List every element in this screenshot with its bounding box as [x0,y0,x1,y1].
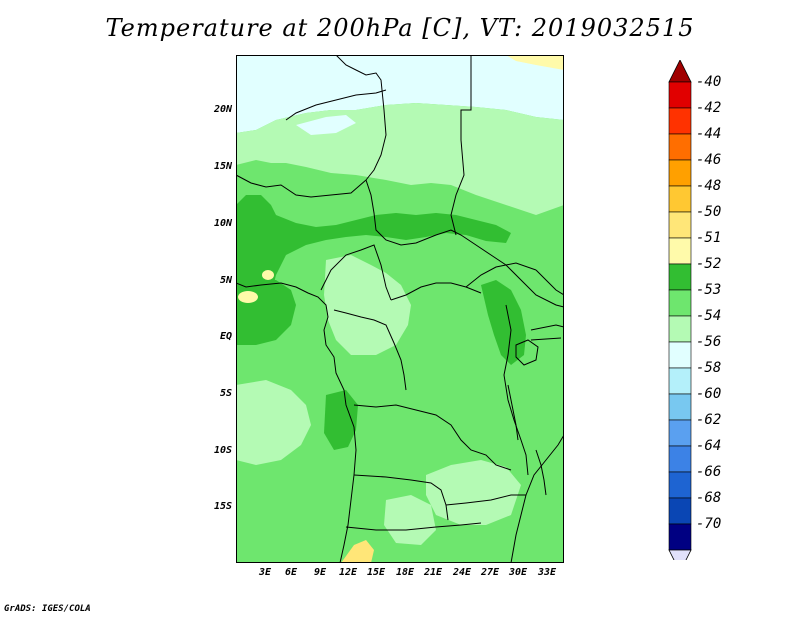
colorbar-tick-label: -66 [696,464,722,480]
lon-label-6e: 6E [284,567,298,578]
field-yellow-coast2 [262,270,274,280]
colorbar-top-arrow [668,60,692,83]
border-north-1 [335,55,387,181]
colorbar-tick-label: -50 [696,204,722,220]
colorbar-swatch [668,237,692,265]
colorbar-tick-label: -48 [696,178,722,194]
lake-victoria [515,339,539,366]
colorbar-swatch [668,133,692,161]
colorbar-swatch [668,107,692,135]
colorbar-swatch [668,471,692,499]
colorbar-tick-label: -52 [696,256,722,272]
colorbar-tick-label: -40 [696,74,722,90]
lake-malawi [535,449,547,496]
colorbar-tick-label: -64 [696,438,722,454]
field-yellow-ne [506,55,564,70]
field-darkgreen-angola [324,390,358,450]
colorbar-tick-label: -68 [696,490,722,506]
border-namibia [345,522,482,531]
colorbar-tick-label: -51 [696,230,722,246]
colorbar-tick-label: -44 [696,126,722,142]
field-cyan-patch [296,115,356,135]
colorbar-swatch [668,367,692,395]
border-north-4 [450,139,465,236]
boundaries [236,55,564,563]
border-drc-east [503,304,529,476]
colorbar-tick-label: -60 [696,386,722,402]
lon-label-3e: 3E [258,567,272,578]
colorbar [668,60,692,560]
lat-label-10n: 10N [213,218,232,229]
colorbar-swatch [668,289,692,317]
lon-label-18e: 18E [395,567,415,578]
field-cyan-north [236,55,564,133]
field-lightgreen-se [426,460,521,525]
field-yellow-coast [238,291,258,303]
lake-tanganyika [507,384,519,441]
colorbar-tick-label: -70 [696,516,722,532]
colorbar-tick-label: -56 [696,334,722,350]
credit-text: GrADS: IGES/COLA [4,604,91,614]
colorbar-tick-label: -53 [696,282,722,298]
border-drc-south [353,404,512,471]
colorbar-swatch [668,263,692,291]
border-north-2 [460,55,472,140]
colorbar-tick-label: -42 [696,100,722,116]
lat-label-5n: 5N [219,275,232,286]
border-east-box [530,324,564,341]
border-sudan-south [465,262,537,288]
lat-label-15n: 15N [213,161,232,172]
temperature-map [236,55,564,563]
colorbar-tick-label: -54 [696,308,722,324]
lat-label-10s: 10S [213,445,232,456]
colorbar-swatch [668,341,692,369]
map-title: Temperature at 200hPa [C], VT: 201903251… [105,14,695,42]
lat-label-eq: EQ [219,331,232,342]
border-north-3 [285,89,387,121]
border-cameroon [320,244,392,301]
lon-label-30e: 30E [508,567,528,578]
map-panel [236,55,564,563]
lon-label-15e: 15E [366,567,386,578]
lon-label-21e: 21E [423,567,443,578]
lon-label-24e: 24E [452,567,472,578]
colorbar-swatch [668,185,692,213]
field-darkgreen-east [481,280,526,365]
field-darkgreen-10n [236,195,511,340]
border-chad [365,179,564,308]
west-coastline [236,282,357,563]
field-yellow-sw [341,540,374,563]
colorbar-tick-label: -58 [696,360,722,376]
colorbar-bottom-arrow [668,549,692,560]
border-congo [333,309,407,391]
lat-label-20n: 20N [213,104,232,115]
lon-label-9e: 9E [313,567,327,578]
border-ethiopia [535,269,564,296]
colorbar-swatch [668,419,692,447]
map-frame [236,55,564,563]
colorbar-swatch [668,497,692,525]
field-lightgreen-south [384,495,436,545]
colorbar-swatch [668,393,692,421]
lon-label-12e: 12E [338,567,358,578]
colorbar-swatch [668,81,692,109]
lon-label-33e: 33E [537,567,557,578]
colorbar-swatch [668,211,692,239]
colorbar-swatch [668,315,692,343]
colorbar-swatch [668,159,692,187]
field-lightgreen-sw [236,380,311,465]
border-sahel [236,174,367,198]
colorbar-tick-label: -46 [696,152,722,168]
border-zambia [445,494,526,506]
colorbar-swatch [668,445,692,473]
lat-label-5s: 5S [219,388,232,399]
colorbar-tick-label: -62 [696,412,722,428]
colorbar-swatch [668,523,692,551]
field-lightgreen-congo [324,255,411,355]
east-coastline [510,434,564,563]
lat-label-15s: 15S [213,501,232,512]
lon-label-27e: 27E [480,567,500,578]
